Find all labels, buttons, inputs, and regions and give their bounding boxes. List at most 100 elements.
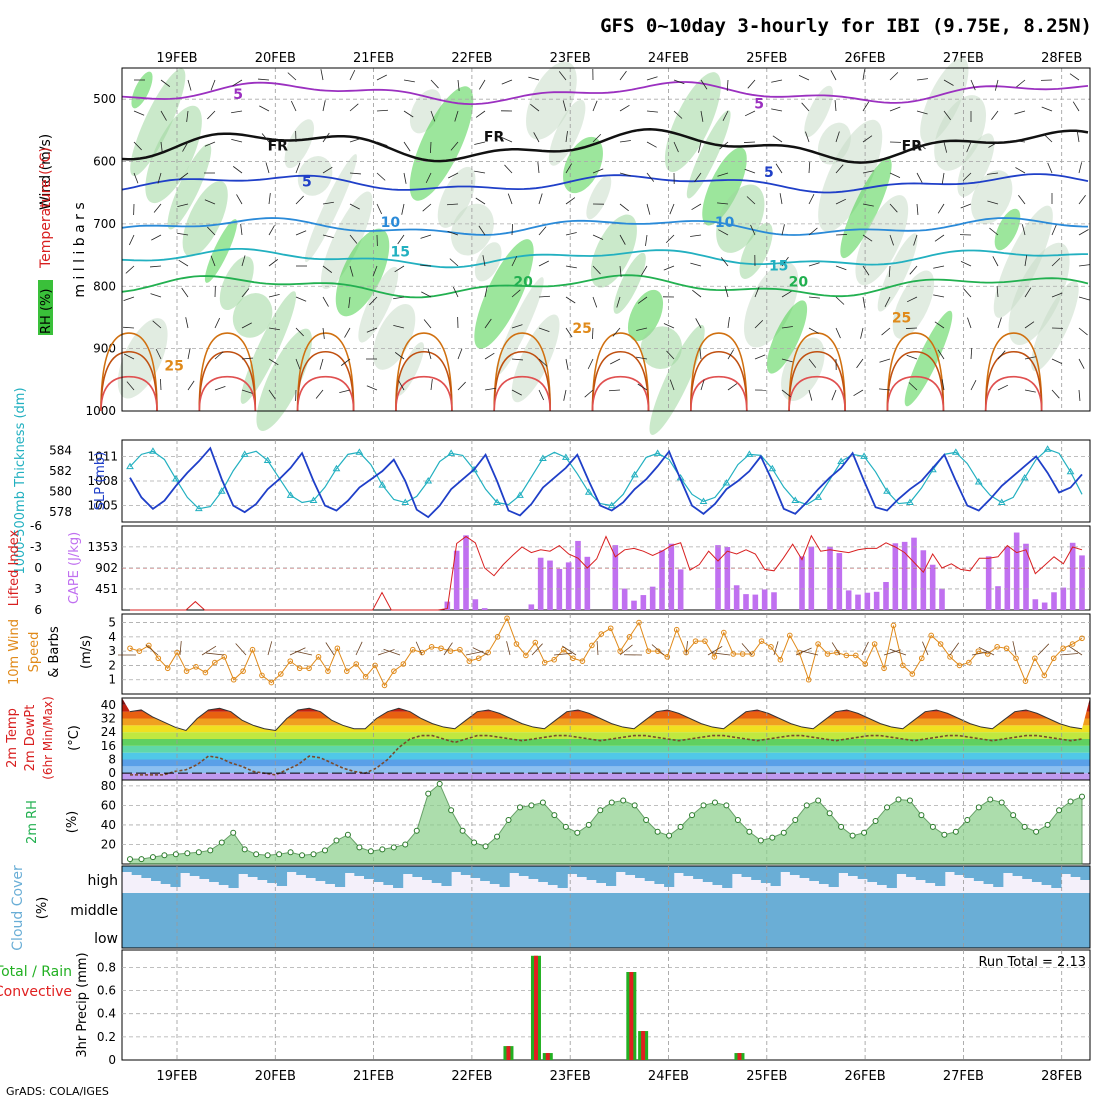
wind-barb: [153, 203, 162, 213]
wind-barb: [913, 234, 918, 246]
wind-barb: [1024, 356, 1036, 360]
wind-barb: [420, 264, 432, 267]
rh-tick-label: 20: [101, 837, 116, 851]
wind-barb: [906, 296, 918, 303]
cloud-high-bar: [877, 866, 888, 885]
rh-shade-blob: [1031, 280, 1079, 372]
wind-barb: [1041, 106, 1053, 112]
wind-barb: [401, 203, 405, 215]
wind-speed-point: [918, 655, 925, 662]
wind-barb: [1069, 73, 1080, 81]
cloud-high-bar: [760, 866, 772, 883]
wind-barb: [775, 163, 783, 174]
wind-barb: [941, 172, 945, 184]
cloud-mid-low-bar: [625, 893, 636, 948]
wind-barb: [616, 296, 621, 308]
cape-bar: [472, 599, 479, 610]
axis-label-cloud-pct: (%): [35, 897, 50, 920]
rh-shade-blob: [182, 181, 228, 257]
cloud-mid-low-bar: [780, 893, 791, 948]
chart-title: GFS 0~10day 3-hourly for IBI (9.75E, 8.2…: [600, 15, 1092, 37]
wind-barb: [457, 79, 460, 91]
wind-barb: [236, 194, 243, 205]
surface-temp-arch: [690, 332, 748, 412]
cape-tick-label: 451: [95, 582, 118, 596]
wind-speed-point: [343, 668, 350, 674]
li-tick-label: 0: [34, 561, 42, 575]
wind-barb: [181, 287, 189, 298]
wind-barb: [450, 141, 459, 151]
wind-speed-point: [475, 655, 482, 662]
contour-label: 25: [892, 310, 911, 326]
legend-temperature: Temperature (°C): [38, 147, 54, 269]
rh-point: [390, 844, 397, 851]
wind-barb: [717, 202, 729, 205]
wind-speed-point: [749, 651, 755, 657]
wind-barb: [700, 110, 704, 122]
surface-temp-arch: [100, 350, 158, 412]
wind-barb: [962, 172, 972, 181]
rh-point: [299, 852, 306, 859]
wind-speed-point: [758, 638, 765, 644]
wind-barb: [562, 100, 567, 112]
rh-shade-blob: [920, 58, 969, 144]
thickness-tick-label: 582: [49, 464, 72, 478]
cape-bar: [873, 591, 880, 610]
rh-point: [700, 802, 707, 809]
wind-barb: [258, 78, 270, 81]
wind-barb: [727, 349, 735, 360]
wind-barb: [1015, 167, 1026, 174]
temp-color-band: [122, 732, 1090, 739]
wind-barb: [320, 69, 324, 81]
isotherm-line: [121, 173, 1089, 194]
wind-barb: [124, 353, 135, 360]
rh-point: [287, 849, 294, 856]
cloud-mid-low-bar: [557, 893, 568, 948]
cloud-mid-low-bar: [1070, 893, 1081, 948]
cloud-high-bar: [538, 866, 549, 882]
wind-speed-point: [438, 645, 444, 652]
wind-barb: [692, 289, 702, 298]
wind-barb: [889, 106, 901, 112]
cape-bar: [995, 586, 1001, 610]
surface-wind-barb: [235, 643, 247, 656]
cloud-high-bar: [199, 866, 210, 879]
rh-shade-blob: [993, 205, 1053, 318]
wind-speed-point: [541, 659, 548, 666]
cloud-mid-low-bar: [402, 893, 413, 948]
wind-barb: [856, 358, 864, 369]
rh-shade-blob: [372, 303, 416, 370]
cape-bar: [901, 541, 908, 610]
cloud-mid-low-bar: [509, 893, 520, 948]
wind-speed-point: [871, 641, 878, 647]
wind-barb: [125, 265, 135, 274]
wind-barb: [160, 141, 163, 153]
wind-barb: [700, 79, 708, 90]
cloud-mid-low-bar: [567, 893, 578, 948]
cloud-mid-low-bar: [964, 893, 975, 948]
surface-temp-arch: [591, 375, 650, 412]
wind-barb: [997, 317, 1002, 329]
wind-barb: [430, 110, 436, 122]
wind-barb: [210, 79, 216, 91]
wind-barb: [781, 326, 793, 329]
rh-point: [608, 799, 615, 806]
wind-barb: [268, 358, 279, 366]
wind-barb: [663, 265, 675, 271]
temp-tick-label: 32: [101, 712, 116, 726]
cloud-high-bar: [257, 866, 268, 880]
thickness-point: [653, 449, 662, 456]
li-tick-label: -3: [30, 540, 42, 554]
cloud-mid-low-bar: [480, 893, 491, 948]
cloud-high-bar: [160, 866, 171, 884]
wind-speed-point: [221, 654, 228, 660]
wind-barb: [646, 203, 651, 215]
wind-barb: [805, 131, 810, 143]
rh-point: [172, 851, 179, 858]
cloud-mid-low-bar: [199, 893, 210, 948]
cloud-mid-low-bar: [334, 893, 346, 948]
cape-bar: [836, 553, 843, 610]
slp-tick-label: 1008: [87, 474, 118, 488]
cape-bar: [1079, 555, 1085, 610]
cape-bar: [855, 594, 861, 610]
